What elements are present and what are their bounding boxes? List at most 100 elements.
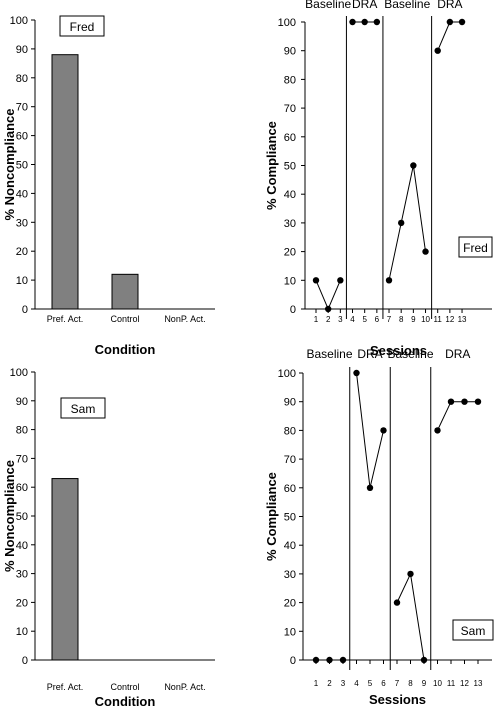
y-tick-label: 10 [16, 626, 28, 638]
x-tick-label: 9 [411, 315, 416, 324]
x-tick-label: 3 [338, 315, 343, 324]
data-point [312, 656, 320, 664]
phase-label: Baseline [305, 0, 351, 11]
participant-label-box [458, 236, 493, 258]
data-point [312, 277, 320, 284]
y-axis-label: % Compliance [264, 121, 279, 210]
participant-label-box [59, 15, 105, 37]
data-point [353, 369, 360, 377]
x-tick-label: 10 [421, 315, 430, 324]
phase-label: DRA [352, 0, 377, 11]
data-point [361, 18, 368, 26]
data-point [446, 18, 454, 26]
y-tick-label: 80 [284, 74, 296, 86]
bar [111, 273, 139, 310]
phase-label: DRA [445, 347, 470, 361]
data-point [397, 219, 405, 227]
x-tick-label: 10 [433, 679, 442, 688]
x-tick-label: 13 [458, 315, 467, 324]
y-tick-label: 90 [284, 46, 296, 58]
x-tick-label: 4 [354, 679, 359, 688]
axes: 0 10 20 30 40 50 60 70 80 90 100 [278, 17, 492, 316]
y-tick-label: 100 [10, 15, 28, 27]
x-axis-label: Condition [95, 694, 156, 709]
x-tick-label: Control [110, 314, 139, 324]
y-tick-label: 80 [284, 425, 296, 437]
data-point [458, 18, 466, 26]
x-tick-label: 13 [474, 679, 483, 688]
data-point [385, 277, 393, 284]
y-tick-label: 70 [284, 454, 296, 466]
x-tick-label: 2 [326, 315, 331, 324]
participant-label: Fred [70, 20, 95, 34]
axes: 0 10 20 30 40 50 60 70 80 90 100 [10, 15, 215, 316]
x-tick-label: 7 [387, 315, 392, 324]
y-tick-label: 50 [284, 512, 296, 524]
bar [51, 54, 79, 310]
y-tick-label: 40 [16, 540, 28, 552]
series-line [315, 280, 341, 311]
x-axis-label: Sessions [369, 692, 426, 707]
y-tick-label: 70 [16, 453, 28, 465]
series-line [437, 21, 463, 51]
y-tick-label: 0 [290, 304, 296, 316]
x-tick-label: 7 [395, 679, 400, 688]
x-tick-label: 5 [362, 315, 367, 324]
y-tick-label: 30 [284, 218, 296, 230]
data-point [410, 162, 417, 169]
y-tick-label: 50 [16, 511, 28, 523]
y-tick-label: 40 [16, 188, 28, 200]
phase-label: Baseline [387, 347, 433, 361]
data-point [373, 18, 381, 26]
y-tick-label: 70 [16, 102, 28, 114]
y-tick-label: 80 [16, 73, 28, 85]
data-point [380, 427, 387, 434]
y-tick-label: 10 [284, 626, 296, 638]
x-tick-label: 8 [399, 315, 404, 324]
phase-label: Baseline [384, 0, 430, 11]
y-tick-label: 60 [284, 132, 296, 144]
y-axis-label: % Compliance [264, 472, 279, 561]
x-tick-label: 6 [375, 315, 380, 324]
data-point [422, 248, 429, 255]
y-tick-label: 0 [22, 304, 28, 316]
x-tick-label: Pref. Act. [47, 682, 84, 692]
x-axis-label: Condition [95, 342, 156, 357]
x-tick-label: 4 [350, 315, 355, 324]
y-tick-label: 50 [16, 160, 28, 172]
x-tick-label: 11 [434, 315, 443, 324]
y-tick-label: 90 [284, 397, 296, 409]
bar [51, 478, 79, 661]
axes: 0 10 20 30 40 50 60 70 80 90 100 [10, 367, 215, 667]
data-point [420, 656, 428, 664]
x-tick-label: 12 [460, 679, 469, 688]
y-axis-label: % Noncompliance [2, 109, 17, 221]
data-point [326, 656, 333, 664]
participant-label: Sam [71, 402, 96, 416]
y-tick-label: 100 [10, 367, 28, 379]
y-tick-label: 20 [284, 598, 296, 610]
y-tick-label: 40 [284, 189, 296, 201]
y-tick-label: 60 [16, 482, 28, 494]
x-tick-label: 6 [381, 679, 386, 688]
x-tick-label: Pref. Act. [47, 314, 84, 324]
x-axis-label: Sessions [370, 343, 427, 358]
y-tick-label: 60 [16, 131, 28, 143]
data-point [349, 18, 356, 26]
data-point [339, 656, 347, 664]
participant-label-box [60, 397, 106, 419]
data-point [474, 398, 482, 405]
y-tick-label: 20 [284, 247, 296, 259]
y-tick-label: 10 [16, 275, 28, 287]
participant-label: Fred [463, 241, 488, 255]
sam-noncompliance-bar-chart: 0 10 20 30 40 50 60 70 80 90 100 Sam % Noncomplian… [2, 367, 215, 709]
y-tick-label: 30 [284, 569, 296, 581]
phase-label: DRA [357, 347, 382, 361]
data-point [434, 47, 441, 54]
y-tick-label: 0 [22, 655, 28, 667]
x-tick-label: 3 [341, 679, 346, 688]
data-point [434, 427, 441, 434]
series-line [396, 572, 425, 661]
data-point [393, 599, 401, 606]
